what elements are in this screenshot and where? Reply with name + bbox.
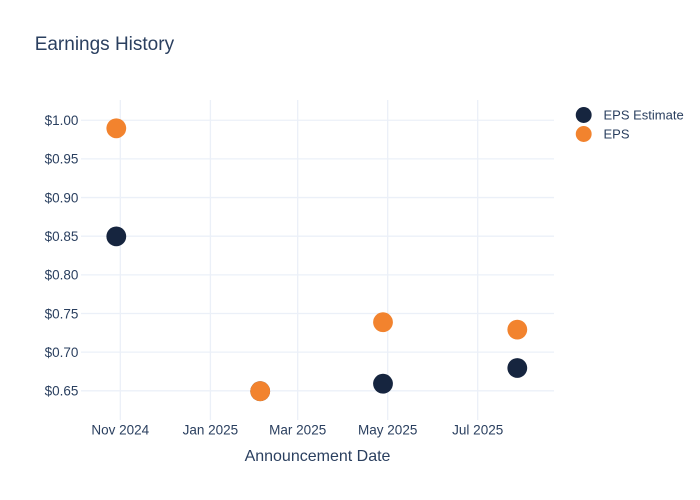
svg-text:$0.65: $0.65 xyxy=(45,384,79,399)
svg-text:$0.70: $0.70 xyxy=(45,345,79,360)
svg-text:May 2025: May 2025 xyxy=(358,422,417,437)
svg-text:Announcement Date: Announcement Date xyxy=(245,448,391,465)
svg-text:Jan 2025: Jan 2025 xyxy=(183,422,239,437)
svg-text:Nov 2024: Nov 2024 xyxy=(91,422,149,437)
svg-text:$0.85: $0.85 xyxy=(45,229,79,244)
svg-text:Mar 2025: Mar 2025 xyxy=(269,422,326,437)
svg-text:EPS Estimate: EPS Estimate xyxy=(604,107,684,122)
svg-text:$0.95: $0.95 xyxy=(45,152,79,167)
svg-text:Earnings History: Earnings History xyxy=(35,34,175,55)
svg-text:EPS: EPS xyxy=(604,126,630,141)
svg-text:$1.00: $1.00 xyxy=(45,113,79,128)
svg-text:$0.80: $0.80 xyxy=(45,268,79,283)
svg-text:$0.75: $0.75 xyxy=(45,306,79,321)
svg-text:Jul 2025: Jul 2025 xyxy=(452,422,503,437)
svg-text:$0.90: $0.90 xyxy=(45,190,79,205)
